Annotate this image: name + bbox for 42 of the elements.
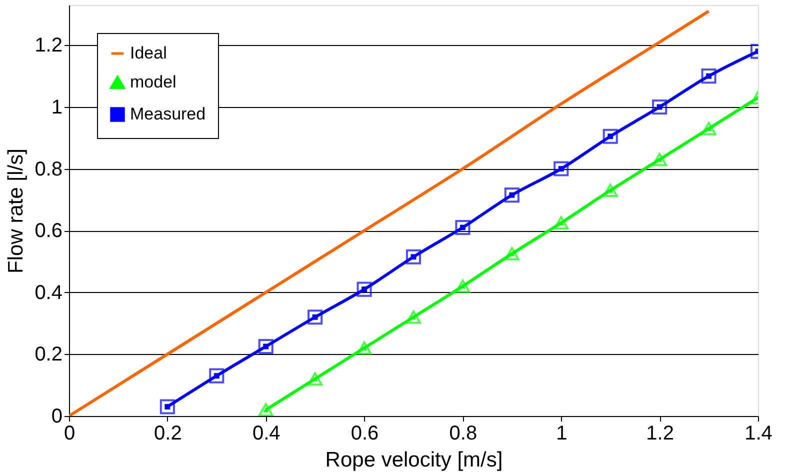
point	[406, 310, 422, 324]
point	[701, 68, 716, 84]
point	[258, 338, 274, 354]
point	[455, 280, 470, 293]
point	[652, 152, 668, 166]
y-axis-title: Flow rate [l/s]	[4, 148, 28, 274]
x-tick-label: 1.2	[646, 422, 674, 444]
y-tick-label: 0.2	[34, 344, 62, 366]
y-tick-label: 1	[51, 96, 62, 118]
x-tick-label: 0.8	[449, 422, 478, 444]
point	[455, 220, 470, 236]
point	[504, 247, 520, 260]
point	[554, 216, 569, 230]
x-tick-label: 0.6	[350, 422, 379, 444]
point	[209, 368, 224, 384]
point	[258, 403, 274, 416]
y-tick-label: 0	[51, 406, 62, 428]
y-tick-label: 0.6	[34, 220, 62, 242]
x-tick-label: 1.4	[744, 422, 772, 444]
point	[652, 99, 668, 114]
point	[356, 341, 372, 355]
line-series	[69, 10, 710, 416]
point	[701, 122, 716, 136]
point	[504, 188, 520, 203]
legend-label: model	[130, 72, 176, 92]
point	[554, 161, 569, 176]
legend-label: Measured	[130, 104, 206, 124]
x-tick-label: 0.2	[154, 422, 182, 444]
point	[308, 372, 323, 386]
x-tick-label: 1	[556, 422, 568, 444]
point	[602, 128, 618, 144]
point	[160, 399, 175, 414]
point	[308, 310, 323, 325]
y-tick-label: 0.8	[34, 158, 62, 180]
x-tick-label: 0.4	[252, 422, 280, 444]
legend-label: Ideal	[130, 44, 167, 62]
y-tick-label: 1.2	[34, 34, 62, 57]
point	[602, 184, 618, 198]
point	[406, 249, 422, 264]
x-axis-title: Rope velocity [m/s]	[325, 448, 503, 472]
y-tick-label: 0.4	[34, 282, 62, 304]
point	[356, 282, 372, 297]
